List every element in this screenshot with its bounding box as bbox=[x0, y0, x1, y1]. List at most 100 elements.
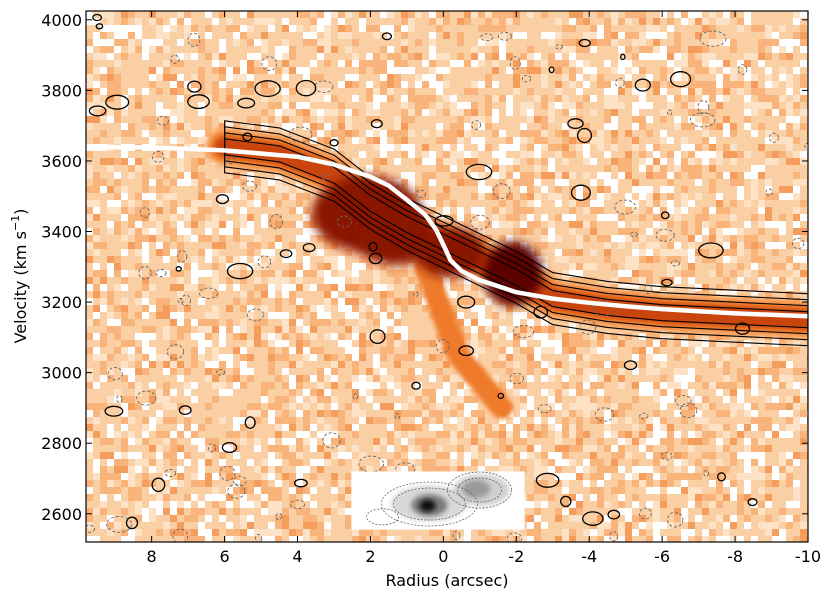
noise-pixel bbox=[142, 207, 149, 214]
noise-pixel bbox=[576, 340, 583, 347]
noise-pixel bbox=[723, 249, 730, 256]
noise-pixel bbox=[93, 249, 100, 256]
noise-pixel bbox=[128, 340, 135, 347]
noise-pixel bbox=[331, 333, 338, 340]
noise-pixel bbox=[268, 221, 275, 228]
noise-pixel bbox=[639, 46, 646, 53]
noise-pixel bbox=[499, 235, 506, 242]
noise-pixel bbox=[751, 403, 758, 410]
noise-pixel bbox=[632, 249, 639, 256]
noise-pixel bbox=[772, 32, 779, 39]
noise-pixel bbox=[730, 249, 737, 256]
noise-pixel bbox=[555, 438, 562, 445]
noise-pixel bbox=[576, 515, 583, 522]
noise-pixel bbox=[114, 60, 121, 67]
noise-pixel bbox=[212, 368, 219, 375]
noise-pixel bbox=[590, 130, 597, 137]
noise-pixel bbox=[779, 39, 786, 46]
noise-pixel bbox=[268, 18, 275, 25]
noise-pixel bbox=[506, 221, 513, 228]
noise-pixel bbox=[765, 424, 772, 431]
noise-pixel bbox=[730, 410, 737, 417]
noise-pixel bbox=[408, 291, 415, 298]
noise-pixel bbox=[723, 123, 730, 130]
noise-pixel bbox=[156, 165, 163, 172]
noise-pixel bbox=[534, 249, 541, 256]
noise-pixel bbox=[387, 81, 394, 88]
noise-pixel bbox=[492, 11, 499, 18]
noise-pixel bbox=[639, 123, 646, 130]
noise-pixel bbox=[380, 88, 387, 95]
noise-pixel bbox=[212, 277, 219, 284]
noise-pixel bbox=[520, 109, 527, 116]
noise-pixel bbox=[464, 536, 471, 542]
noise-pixel bbox=[114, 473, 121, 480]
noise-pixel bbox=[296, 480, 303, 487]
noise-pixel bbox=[422, 438, 429, 445]
noise-pixel bbox=[352, 354, 359, 361]
noise-pixel bbox=[793, 368, 800, 375]
noise-pixel bbox=[709, 431, 716, 438]
noise-pixel bbox=[415, 109, 422, 116]
noise-pixel bbox=[562, 529, 569, 536]
noise-pixel bbox=[499, 354, 506, 361]
noise-pixel bbox=[177, 158, 184, 165]
noise-pixel bbox=[660, 158, 667, 165]
noise-pixel bbox=[506, 354, 513, 361]
noise-pixel bbox=[576, 494, 583, 501]
noise-pixel bbox=[646, 361, 653, 368]
noise-pixel bbox=[289, 529, 296, 536]
noise-pixel bbox=[226, 494, 233, 501]
noise-pixel bbox=[359, 151, 366, 158]
noise-pixel bbox=[506, 452, 513, 459]
noise-pixel bbox=[282, 95, 289, 102]
noise-pixel bbox=[317, 410, 324, 417]
noise-pixel bbox=[765, 403, 772, 410]
noise-pixel bbox=[632, 11, 639, 18]
noise-pixel bbox=[562, 123, 569, 130]
noise-pixel bbox=[93, 53, 100, 60]
noise-pixel bbox=[590, 382, 597, 389]
noise-pixel bbox=[100, 102, 107, 109]
noise-pixel bbox=[471, 81, 478, 88]
noise-pixel bbox=[156, 445, 163, 452]
noise-contour-negative bbox=[537, 404, 552, 414]
noise-pixel bbox=[310, 270, 317, 277]
noise-pixel bbox=[555, 333, 562, 340]
noise-contour-negative bbox=[219, 465, 236, 481]
noise-pixel bbox=[114, 333, 121, 340]
noise-pixel bbox=[100, 375, 107, 382]
noise-pixel bbox=[674, 508, 681, 515]
noise-pixel bbox=[660, 361, 667, 368]
noise-pixel bbox=[723, 466, 730, 473]
noise-pixel bbox=[233, 123, 240, 130]
noise-pixel bbox=[114, 46, 121, 53]
noise-pixel bbox=[639, 361, 646, 368]
noise-pixel bbox=[324, 375, 331, 382]
noise-pixel bbox=[709, 179, 716, 186]
noise-pixel bbox=[779, 263, 786, 270]
noise-pixel bbox=[527, 403, 534, 410]
noise-pixel bbox=[436, 25, 443, 32]
noise-pixel bbox=[695, 32, 702, 39]
noise-pixel bbox=[646, 340, 653, 347]
noise-pixel bbox=[744, 403, 751, 410]
noise-pixel bbox=[779, 123, 786, 130]
noise-pixel bbox=[135, 487, 142, 494]
noise-pixel bbox=[100, 480, 107, 487]
noise-pixel bbox=[107, 368, 114, 375]
noise-pixel bbox=[499, 347, 506, 354]
noise-pixel bbox=[520, 382, 527, 389]
noise-pixel bbox=[751, 165, 758, 172]
noise-contour-negative bbox=[136, 390, 157, 406]
noise-pixel bbox=[401, 102, 408, 109]
noise-pixel bbox=[135, 18, 142, 25]
noise-pixel bbox=[765, 53, 772, 60]
noise-pixel bbox=[723, 277, 730, 284]
noise-pixel bbox=[261, 270, 268, 277]
noise-pixel bbox=[121, 214, 128, 221]
noise-pixel bbox=[471, 354, 478, 361]
noise-pixel bbox=[303, 123, 310, 130]
noise-pixel bbox=[583, 445, 590, 452]
noise-pixel bbox=[548, 368, 555, 375]
